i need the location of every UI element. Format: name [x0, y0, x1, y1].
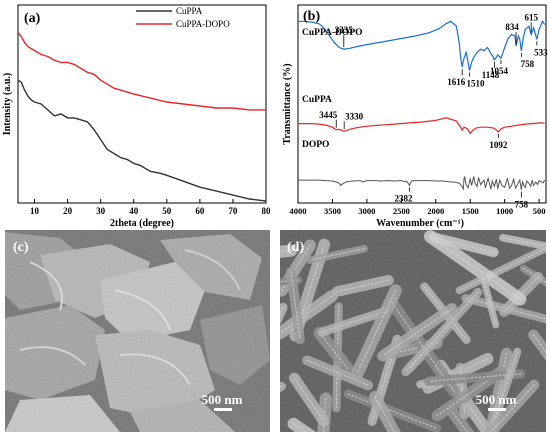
x-ticks-a: 10 20 30 40 50 60 70 80 — [30, 199, 271, 216]
peak-label-cuppa-1092: 1092 — [489, 140, 508, 150]
peak-label-cuppa-dopo-834: 834 — [505, 22, 519, 32]
peak-label-dopo-758: 758 — [515, 200, 529, 210]
x-tick-label-a-70: 70 — [228, 206, 238, 216]
plot-frame-a — [17, 4, 267, 204]
y-axis-label-a: Intensity (a.u.) — [2, 73, 13, 136]
panel-d-sem-image — [280, 230, 546, 432]
peak-label-cuppa-dopo-1616: 1616 — [447, 77, 466, 87]
y-axis-label-b: Transmittance (%) — [282, 63, 293, 144]
scale-bar-label-c: 500 nm — [202, 392, 243, 407]
peak-label-cuppa-dopo-758: 758 — [521, 59, 535, 69]
peak-label-cuppa-3445: 3445 — [319, 110, 338, 120]
x-tick-label-a-10: 10 — [30, 206, 40, 216]
scale-bar-c — [214, 408, 232, 411]
x-tick-label-a-20: 20 — [63, 206, 73, 216]
series-line-cuppa-dopo — [18, 32, 266, 111]
x-tick-label-a-50: 50 — [162, 206, 172, 216]
legend-a: CuPPA CuPPA-DOPO — [136, 6, 230, 29]
peak-label-cuppa-3330: 3330 — [345, 111, 364, 121]
x-tick-label-b-3000: 3000 — [358, 206, 375, 216]
peak-label-cuppa-dopo-615: 615 — [524, 12, 538, 22]
x-tick-label-b-2500: 2500 — [393, 206, 410, 216]
series-line-cuppa — [18, 79, 266, 202]
panel-label-b: (b) — [303, 9, 320, 24]
x-axis-label-b: Wavenumber (cm⁻¹) — [376, 218, 464, 229]
x-ticks-b: 4000 3500 3000 2500 2000 1500 1000 500 — [290, 199, 546, 216]
scale-bar-label-d: 500 nm — [476, 392, 517, 407]
panel-label-a: (a) — [24, 11, 41, 26]
legend-label-cuppa: CuPPA — [176, 6, 203, 16]
x-tick-label-a-60: 60 — [195, 206, 205, 216]
panel-label-c: (c) — [13, 240, 29, 255]
scale-bar-d — [488, 408, 506, 411]
x-tick-label-b-500: 500 — [533, 206, 546, 216]
peak-label-cuppa-dopo-1148: 1148 — [482, 70, 500, 80]
peak-label-dopo-2382: 2382 — [394, 194, 413, 204]
plot-frame-b — [297, 4, 547, 204]
series-name-dopo: DOPO — [302, 140, 329, 150]
panel-a: 10 20 30 40 50 60 70 80 (a) CuPPA CuPPA-DOPO 2t… — [2, 4, 271, 229]
panel-c-sem-image — [5, 230, 270, 432]
x-tick-label-b-1500: 1500 — [462, 206, 479, 216]
x-tick-label-a-80: 80 — [262, 206, 272, 216]
series-name-cuppa-dopo: CuPPA-DOPO — [302, 28, 363, 38]
x-tick-label-b-3500: 3500 — [324, 206, 341, 216]
panel-b: 4000 3500 3000 2500 2000 1500 1000 500 (b) CuPP… — [282, 4, 548, 229]
panel-label-d: (d) — [287, 240, 304, 255]
series-line-cuppa-ir — [298, 117, 545, 135]
peak-label-cuppa-dopo-1054: 1054 — [490, 66, 509, 76]
peak-label-cuppa-dopo-533: 533 — [534, 47, 548, 57]
series-line-dopo-ir — [298, 176, 546, 192]
x-tick-label-b-4000: 4000 — [290, 206, 307, 216]
x-axis-label-a: 2theta (degree) — [110, 218, 174, 229]
x-tick-label-b-1000: 1000 — [496, 206, 513, 216]
peak-label-cuppa-dopo-1510: 1510 — [467, 78, 486, 88]
series-name-cuppa: CuPPA — [302, 95, 332, 105]
x-tick-label-a-30: 30 — [96, 206, 106, 216]
peak-label-cuppa-dopo-3335: 3335 — [335, 25, 354, 35]
legend-label-cuppa-dopo: CuPPA-DOPO — [176, 19, 230, 29]
x-tick-label-b-2000: 2000 — [427, 206, 444, 216]
series-line-cuppa-dopo-ir — [298, 19, 546, 71]
x-tick-label-a-40: 40 — [129, 206, 139, 216]
